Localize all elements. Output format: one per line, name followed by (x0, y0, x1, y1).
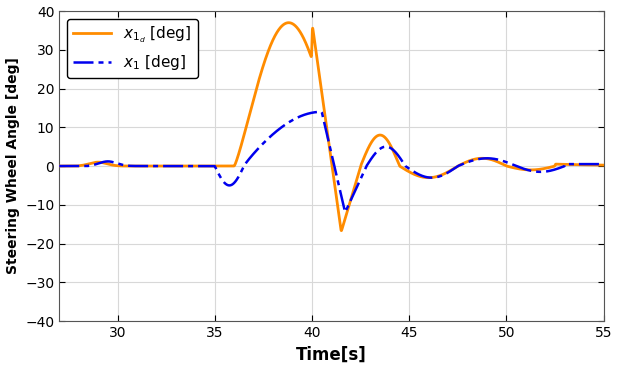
$x_{1_d}$ [deg] (459, 161, 467, 166)
$x_{1_d}$ [deg] (56, 164, 63, 168)
$x_1$ [deg] (253, 148, 260, 153)
$x_{1_d}$ [deg] (488, 158, 496, 162)
$x_1$ [deg] (459, 162, 467, 166)
$x_1$ [deg] (402, 164, 409, 168)
Y-axis label: Steering Wheel Angle [deg]: Steering Wheel Angle [deg] (6, 58, 20, 275)
$x_{1_d}$ [deg] (337, 228, 345, 233)
Line: $x_{1_d}$ [deg]: $x_{1_d}$ [deg] (59, 23, 604, 231)
$x_1$ [deg] (378, 146, 385, 150)
Legend: $x_{1_d}$ [deg], $x_1$ [deg]: $x_{1_d}$ [deg], $x_1$ [deg] (67, 19, 198, 78)
$x_1$ [deg] (318, 110, 325, 114)
$x_1$ [deg] (600, 162, 607, 166)
$x_{1_d}$ [deg] (378, 133, 385, 138)
$x_{1_d}$ [deg] (285, 20, 292, 25)
$x_1$ [deg] (488, 156, 496, 161)
X-axis label: Time[s]: Time[s] (296, 345, 367, 363)
Line: $x_1$ [deg]: $x_1$ [deg] (59, 112, 604, 212)
$x_{1_d}$ [deg] (253, 87, 260, 91)
$x_{1_d}$ [deg] (600, 163, 607, 167)
$x_1$ [deg] (342, 210, 349, 214)
$x_{1_d}$ [deg] (402, 168, 409, 172)
$x_1$ [deg] (83, 164, 90, 168)
$x_1$ [deg] (56, 164, 63, 168)
$x_{1_d}$ [deg] (83, 162, 90, 167)
